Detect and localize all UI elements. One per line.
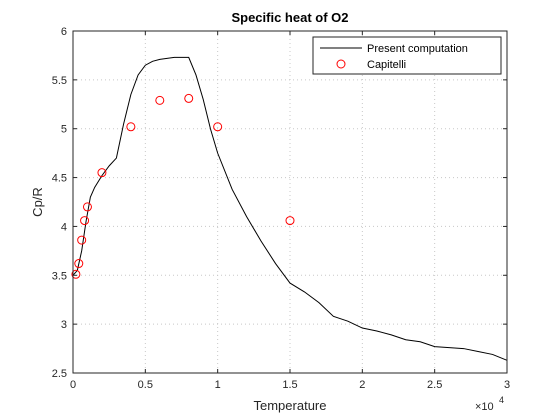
capitelli-point	[97, 168, 107, 178]
x-tick-label: 2.5	[427, 379, 442, 391]
capitelli-point	[82, 202, 92, 212]
y-tick-label: 4	[61, 221, 67, 233]
x-tick-label: 1.5	[282, 379, 297, 391]
y-tick-label: 5.5	[52, 75, 67, 87]
y-tick-label: 3.5	[52, 270, 67, 282]
y-tick-label: 5	[61, 124, 67, 136]
x-tick-label: 3	[504, 379, 510, 391]
x-tick-label: 0	[70, 379, 76, 391]
y-tick-label: 4.5	[52, 173, 67, 185]
series-line-present-computation	[72, 56, 508, 361]
y-tick-label: 3	[61, 319, 67, 331]
legend-marker-swatch	[336, 59, 346, 69]
series-layer	[71, 56, 508, 361]
ticks: 0 0.5 1 1.5 2 2.5 3 2.5 3 3.5 4 4.5 5 5.5 6	[52, 26, 510, 391]
legend-box	[312, 36, 502, 75]
capitelli-point	[285, 216, 295, 226]
capitelli-point	[213, 122, 223, 132]
capitelli-point	[126, 122, 136, 132]
chart-title: Specific heat of O2	[231, 10, 348, 25]
legend: Present computation Capitelli	[312, 36, 502, 75]
y-axis-label: Cp/R	[30, 187, 45, 217]
x-axis-label: Temperature	[254, 398, 327, 413]
capitelli-point	[77, 235, 87, 245]
capitelli-point	[71, 269, 81, 279]
x-tick-label: 2	[359, 379, 365, 391]
x-tick-label: 0.5	[138, 379, 153, 391]
grid	[73, 31, 507, 373]
x-tick-label: 1	[215, 379, 221, 391]
plot-area	[73, 31, 507, 373]
y-tick-label: 2.5	[52, 368, 67, 380]
y-tick-label: 6	[61, 26, 67, 38]
capitelli-point	[80, 216, 90, 226]
x-exponent-power: 4	[499, 395, 504, 405]
capitelli-point	[155, 95, 165, 105]
capitelli-point	[184, 93, 194, 103]
legend-label-capitelli: Capitelli	[367, 59, 406, 71]
capitelli-point	[74, 259, 84, 269]
x-exponent: ×10 4	[475, 395, 504, 413]
x-exponent-base: ×10	[475, 401, 494, 413]
legend-label-present: Present computation	[367, 43, 468, 55]
